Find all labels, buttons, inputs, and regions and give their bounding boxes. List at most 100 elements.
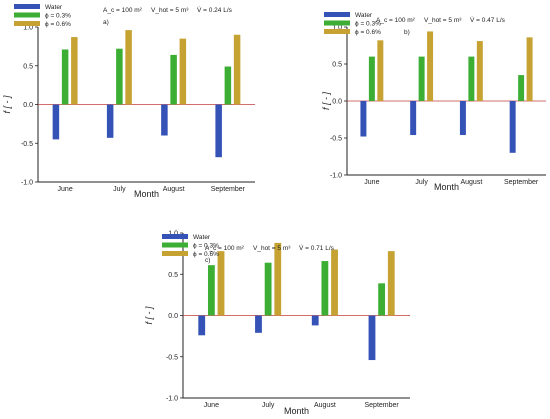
bar-phi-0-6-september: [526, 37, 533, 101]
legend-swatch: [14, 21, 40, 26]
parameter-annotation: A_c = 100 m²: [376, 17, 416, 24]
y-tick-label: 0.5: [168, 272, 178, 279]
bar-water-september: [509, 101, 516, 153]
legend-swatch: [324, 20, 350, 26]
y-tick-label: -1.0: [330, 173, 342, 180]
y-tick-label: -0.5: [166, 354, 178, 361]
bar-phi-0-3-august: [170, 54, 177, 105]
bar-water-july: [255, 315, 262, 333]
bar-phi-0-3-september: [378, 283, 386, 316]
parameter-annotation: V̇ = 0.47 L/s: [470, 16, 506, 24]
bar-water-august: [459, 101, 466, 136]
legend-swatch: [162, 234, 188, 239]
bar-phi-0-6-june: [377, 40, 384, 101]
bar-phi-0-6-june: [217, 251, 225, 316]
x-tick-label: June: [364, 179, 379, 186]
parameter-annotation: V_hot = 5 m³: [424, 17, 462, 24]
bar-water-september: [215, 104, 222, 158]
y-tick-label: -1.0: [21, 180, 33, 187]
parameter-annotation: V_hot = 5 m³: [253, 245, 291, 252]
legend-label: ϕ = 0.6%: [355, 29, 381, 36]
bar-phi-0-6-june: [71, 37, 78, 105]
legend-label: ϕ = 0.6%: [45, 21, 71, 28]
chart-panel-b: 1.0 0.5 0.0 -0.5 -1.0 f [ - ] June July August Se…: [321, 12, 546, 192]
y-tick-label: -1.0: [166, 396, 178, 403]
bar-phi-0-3-july: [264, 262, 272, 316]
bar-water-june: [360, 101, 367, 137]
parameter-annotation: V̇ = 0.24 L/s: [197, 6, 233, 14]
x-tick-label: July: [415, 179, 428, 186]
bar-phi-0-3-august: [468, 56, 475, 101]
legend-label: ϕ = 0.3%: [193, 243, 219, 250]
y-tick-label: -0.5: [330, 136, 342, 143]
legend-swatch: [324, 29, 350, 34]
bar-water-july: [106, 104, 114, 138]
legend-label: ϕ = 0.6%: [193, 251, 219, 258]
y-tick-label: 0.5: [23, 63, 33, 70]
bar-phi-0-6-july: [274, 242, 282, 316]
legend-swatch: [162, 251, 188, 256]
bar-water-july: [410, 101, 417, 136]
bar-phi-0-6-september: [387, 251, 395, 316]
x-tick-label: June: [204, 402, 219, 409]
bar-phi-0-3-june: [207, 265, 215, 316]
bar-phi-0-3-july: [116, 48, 123, 105]
legend-label: Water: [193, 234, 211, 241]
y-tick-label: 0.0: [23, 102, 33, 109]
bar-phi-0-6-july: [125, 30, 132, 105]
chart-panel-c: 1.00.50.0-0.5-1.0f [ - ]JuneJulyAugustSe…: [144, 231, 410, 416]
x-tick-label: August: [460, 179, 482, 186]
legend-swatch: [14, 4, 40, 9]
bar-phi-0-6-august: [331, 249, 338, 316]
parameter-annotation: V_hot = 5 m³: [151, 7, 189, 14]
bar-phi-0-6-august: [179, 38, 187, 105]
bar-water-september: [368, 315, 376, 361]
bar-water-june: [198, 315, 206, 336]
bar-phi-0-3-june: [368, 56, 375, 101]
legend-label: Water: [45, 4, 63, 11]
x-tick-label: August: [314, 402, 336, 409]
bar-water-august: [311, 315, 319, 326]
bar-phi-0-6-july: [427, 31, 434, 101]
y-axis-title: f [ - ]: [321, 92, 331, 110]
legend-swatch: [324, 12, 350, 17]
parameter-annotation: A_c = 100 m²: [205, 245, 245, 252]
x-tick-label: September: [504, 179, 539, 186]
x-axis-title: Month: [134, 189, 159, 199]
chart-panel-a: 1.0 0.5 0.0 -0.5 -1.0 f [ - ] June July August Se…: [2, 4, 255, 199]
bar-phi-0-3-september: [518, 75, 525, 101]
bar-phi-0-3-september: [224, 66, 232, 105]
panel-label: a): [103, 19, 109, 26]
x-tick-label: September: [365, 402, 400, 409]
x-tick-label: June: [58, 186, 73, 193]
bar-water-june: [52, 104, 60, 140]
y-tick-label: 0.0: [168, 313, 178, 320]
parameter-annotation: A_c = 100 m²: [103, 7, 143, 14]
legend-label: ϕ = 0.3%: [355, 21, 381, 28]
y-tick-label: -0.5: [21, 141, 33, 148]
bar-phi-0-6-august: [476, 41, 483, 101]
x-axis-title: Month: [284, 406, 309, 416]
x-tick-label: July: [113, 186, 126, 193]
legend-swatch: [14, 12, 40, 18]
y-tick-label: 0.0: [332, 99, 342, 106]
x-axis-title: Month: [434, 182, 459, 192]
bar-phi-0-6-september: [233, 34, 241, 105]
panel-label: c): [205, 257, 210, 264]
bar-phi-0-3-august: [321, 261, 329, 316]
panel-label: b): [404, 29, 410, 36]
y-axis-title: f [ - ]: [2, 95, 12, 113]
legend-swatch: [162, 242, 188, 248]
x-tick-label: August: [163, 186, 185, 193]
legend-label: ϕ = 0.3%: [45, 13, 71, 20]
x-tick-label: July: [262, 402, 275, 409]
x-tick-label: September: [211, 186, 246, 193]
legend-label: Water: [355, 12, 373, 19]
y-axis-title: f [ - ]: [144, 306, 154, 324]
y-tick-label: 0.5: [332, 62, 342, 69]
y-tick-label: 1.0: [332, 25, 342, 32]
parameter-annotation: V̇ = 0.71 L/s: [299, 244, 335, 252]
bar-phi-0-3-june: [61, 49, 69, 105]
bar-phi-0-3-july: [418, 56, 425, 101]
